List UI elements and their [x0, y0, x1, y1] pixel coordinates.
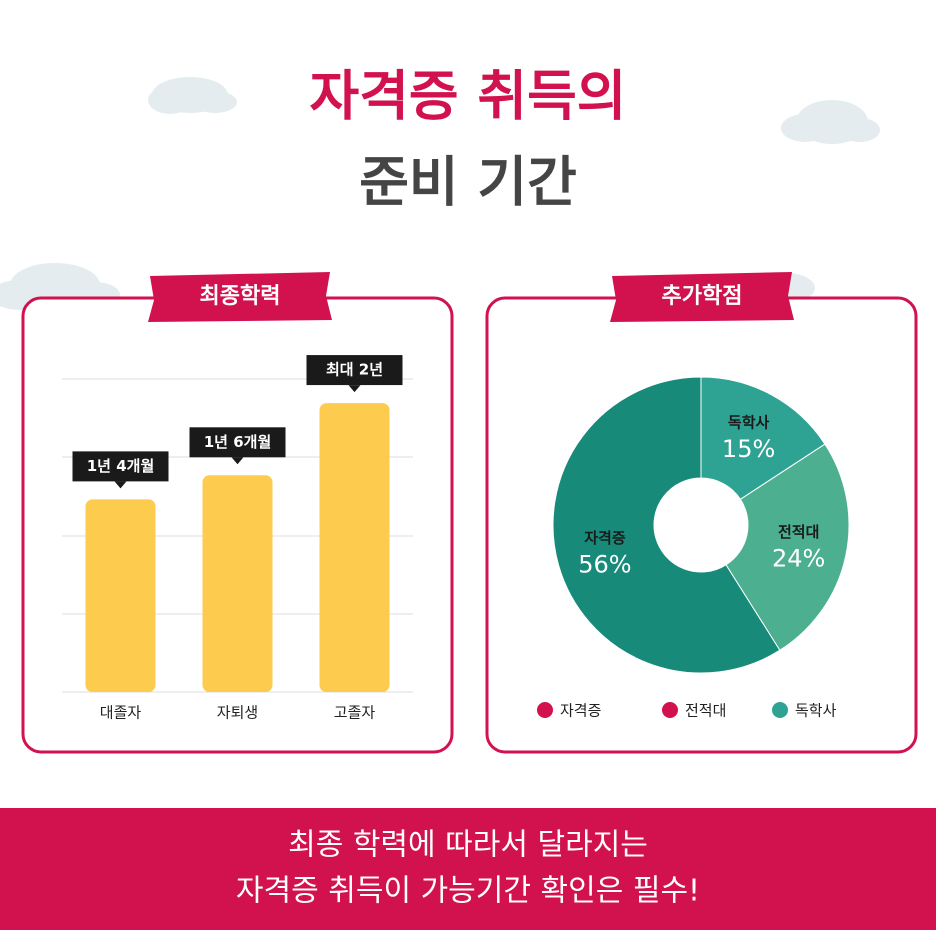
value-label-box	[189, 427, 286, 458]
chart-title: 최종학력	[200, 284, 281, 309]
value-label: 최대 2년	[326, 361, 383, 379]
legend-label: 전적대	[685, 702, 726, 720]
legend-label: 자격증	[560, 702, 601, 720]
title-line: 자격증 취득의	[310, 65, 627, 128]
title-line: 준비 기간	[359, 151, 577, 214]
slice-label: 전적대	[778, 523, 819, 541]
slice-value-label: 56%	[578, 551, 631, 579]
panel	[485, 296, 918, 754]
x-tick-label: 고졸자	[334, 704, 376, 722]
badge	[148, 272, 332, 322]
legend-marker	[772, 702, 788, 718]
legend-label: 독학사	[795, 702, 837, 720]
bar	[85, 499, 156, 692]
value-label-box	[306, 355, 403, 386]
value-label: 1년 4개월	[87, 457, 155, 475]
footer-text: 자격증 취득이 가능기간 확인은 필수!	[236, 874, 700, 909]
legend-marker	[537, 702, 553, 718]
value-label-pointer	[231, 457, 244, 465]
x-tick-label: 대졸자	[100, 704, 142, 722]
cloud-decoration	[0, 77, 880, 310]
pie-slice	[700, 376, 826, 500]
bar	[319, 403, 390, 692]
pie-slice	[552, 376, 781, 674]
chart-title: 추가학점	[662, 284, 743, 309]
legend-marker	[662, 702, 678, 718]
x-tick-label: 자퇴생	[217, 704, 258, 722]
footer-banner	[0, 808, 936, 930]
value-label-pointer	[114, 481, 127, 489]
slice-value-label: 24%	[772, 544, 825, 572]
slice-label: 자격증	[584, 529, 626, 547]
bar	[202, 475, 273, 692]
value-label-box	[72, 451, 169, 482]
value-label: 1년 6개월	[204, 433, 272, 451]
value-label-pointer	[348, 385, 361, 393]
footer-text: 최종 학력에 따라서 달라지는	[288, 828, 648, 863]
badge	[610, 272, 794, 322]
pie-slice	[725, 443, 850, 651]
slice-label: 독학사	[728, 414, 770, 432]
slice-value-label: 15%	[722, 435, 775, 463]
